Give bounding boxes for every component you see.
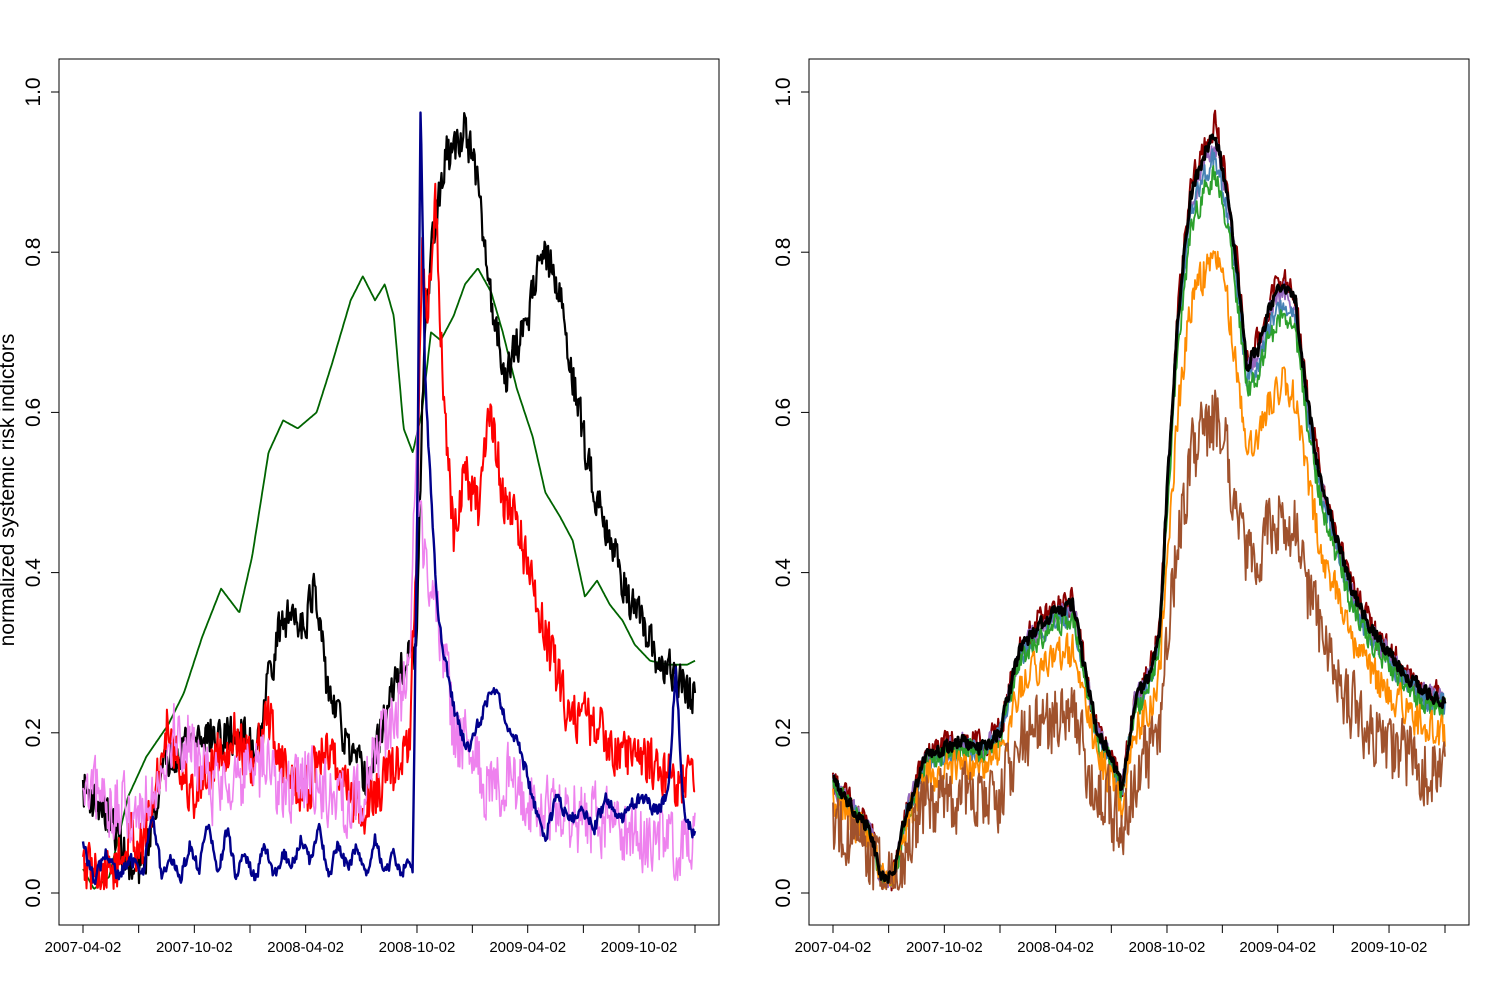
x-tick-label: 2007-04-02	[795, 939, 872, 956]
x-tick-label: 2008-04-02	[1017, 939, 1094, 956]
y-tick-label: 0.2	[772, 718, 795, 747]
y-tick-label: 0.6	[22, 398, 45, 427]
x-tick-label: 2009-10-02	[601, 939, 678, 956]
y-tick-label: 0.6	[772, 398, 795, 427]
series-line	[81, 111, 697, 886]
right-panel: 2007-04-02 2007-10-02 2008-04-02 2008-10-02…	[772, 58, 1470, 956]
y-tick-label: 0.0	[772, 878, 795, 907]
y-tick-label: 0.8	[22, 238, 45, 267]
x-tick-label: 2008-10-02	[379, 939, 456, 956]
series-group	[81, 111, 697, 891]
series-line	[832, 165, 1446, 889]
series-line	[832, 133, 1447, 884]
x-tick-label: 2009-04-02	[1239, 939, 1316, 956]
x-tick-label: 2007-10-02	[156, 939, 233, 956]
series-line	[82, 182, 696, 891]
series-group	[832, 109, 1447, 892]
y-tick-label: 0.2	[22, 718, 45, 747]
y-tick-label: 0.0	[22, 878, 45, 907]
x-tick-label: 2007-04-02	[45, 939, 122, 956]
x-tick-label: 2009-04-02	[489, 939, 566, 956]
y-tick-label: 1.0	[772, 77, 795, 106]
plot-frame	[808, 58, 1470, 926]
y-tick-label: 0.8	[772, 238, 795, 267]
series-line	[82, 267, 696, 890]
y-tick-label: 0.4	[772, 558, 795, 588]
x-tick-label: 2008-10-02	[1129, 939, 1206, 956]
left-panel: 2007-04-02 2007-10-02 2008-04-02 2008-10-02…	[0, 58, 720, 956]
x-tick-label: 2008-04-02	[267, 939, 344, 956]
series-line	[832, 389, 1446, 891]
x-tick-label: 2009-10-02	[1351, 939, 1428, 956]
y-tick-label: 0.4	[22, 558, 45, 588]
y-axis-title: normalized systemic risk indictors	[0, 334, 19, 647]
series-line	[832, 250, 1446, 890]
y-tick-label: 1.0	[22, 77, 45, 106]
plot-frame	[58, 58, 720, 926]
x-tick-label: 2007-10-02	[906, 939, 983, 956]
series-line	[82, 431, 696, 882]
series-line	[81, 111, 697, 885]
